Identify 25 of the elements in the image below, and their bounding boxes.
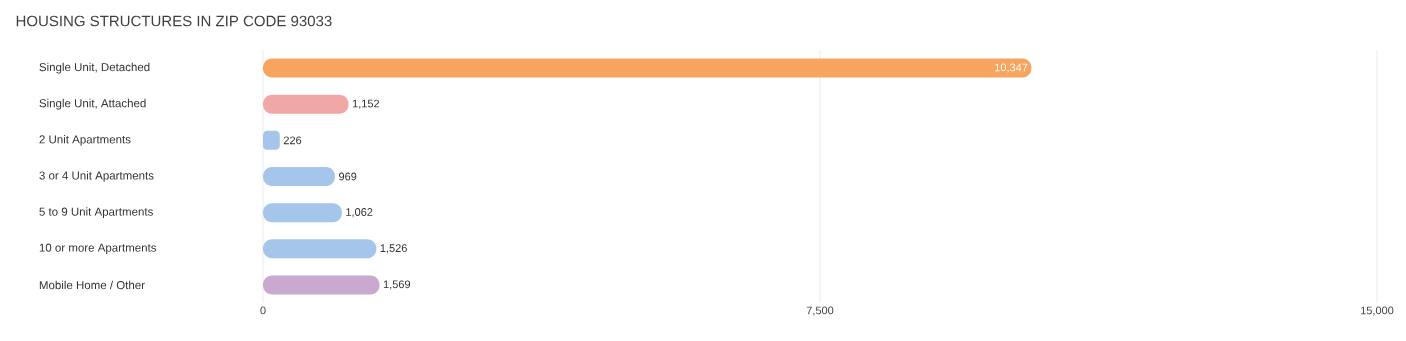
y-tick-label: Single Unit, Detached <box>39 62 150 74</box>
y-tick-label: 3 or 4 Unit Apartments <box>39 171 154 182</box>
data-label: 1,526 <box>380 244 407 254</box>
bar <box>263 94 349 114</box>
x-tick-label: 0 <box>260 306 266 315</box>
bar <box>263 130 280 150</box>
data-label: 1,152 <box>352 99 380 109</box>
y-tick-label: Single Unit, Attached <box>39 98 146 110</box>
y-tick-label: Mobile Home / Other <box>39 280 145 290</box>
data-label: 969 <box>339 172 357 181</box>
data-label: 1,062 <box>346 208 373 218</box>
bar <box>263 203 342 223</box>
bar <box>263 239 377 259</box>
y-tick-label: 2 Unit Apartments <box>39 135 131 146</box>
y-tick-label: 10 or more Apartments <box>39 243 157 254</box>
bar <box>263 58 1032 78</box>
bar <box>263 167 335 187</box>
bar <box>263 275 380 295</box>
data-label: 10,347 <box>995 63 1028 73</box>
x-tick-label: 7,500 <box>806 306 834 316</box>
x-tick-label: 15,000 <box>1361 306 1394 316</box>
y-tick-label: 5 to 9 Unit Apartments <box>39 207 153 218</box>
data-label: 226 <box>283 136 302 145</box>
data-label: 1,569 <box>383 280 411 290</box>
chart-title: HOUSING STRUCTURES IN ZIP CODE 93033 <box>16 15 332 27</box>
